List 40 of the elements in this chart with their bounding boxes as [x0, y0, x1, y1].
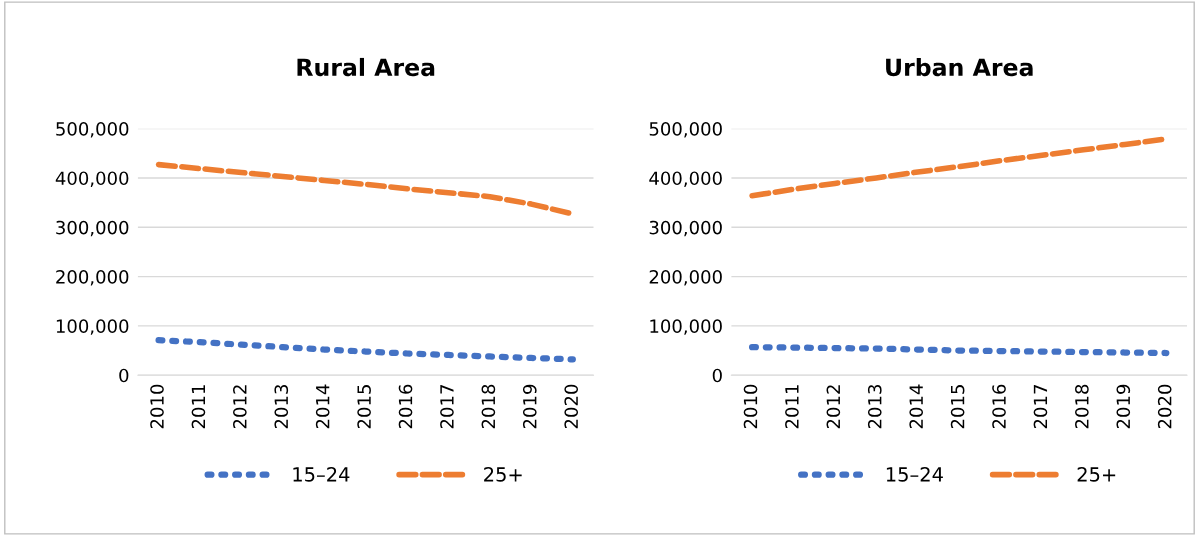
x-tick-label: 2011 [785, 385, 799, 429]
x-tick-label: 2011 [191, 385, 206, 429]
y-tick-label: 300,000 [56, 220, 129, 237]
y-tick-label: 500,000 [56, 122, 129, 138]
x-tick-label: 2015 [950, 385, 965, 429]
x-tick-label: 2020 [564, 384, 579, 429]
x-tick-label: 2020 [1157, 384, 1172, 429]
x-tick-label: 2017 [440, 385, 454, 429]
y-tick-label: 300,000 [649, 220, 722, 237]
legend-label: 15–24 [293, 467, 350, 482]
x-tick-label: 2018 [1075, 384, 1089, 429]
legend-label: 25+ [484, 467, 522, 482]
chart-title: Urban Area [886, 57, 1033, 77]
y-tick-label: 500,000 [649, 122, 722, 138]
y-tick-label: 0 [119, 368, 129, 383]
x-tick-label: 2019 [1116, 384, 1131, 429]
y-tick-label: 100,000 [650, 319, 722, 335]
legend-label: 25+ [1077, 467, 1116, 482]
x-tick-label: 2016 [992, 384, 1006, 429]
x-tick-label: 2010 [150, 384, 164, 429]
legend-label: 15–24 [886, 467, 943, 482]
x-tick-label: 2014 [909, 384, 924, 429]
x-tick-label: 2010 [743, 384, 758, 429]
x-tick-label: 2013 [867, 384, 882, 429]
x-tick-label: 2012 [826, 385, 841, 429]
x-tick-label: 2014 [315, 384, 330, 429]
x-tick-label: 2019 [522, 384, 537, 429]
chart-title: Rural Area [297, 57, 435, 77]
y-tick-label: 400,000 [649, 171, 722, 187]
x-tick-label: 2018 [481, 384, 496, 429]
y-tick-label: 0 [712, 368, 722, 383]
y-tick-label: 200,000 [649, 270, 722, 286]
x-tick-label: 2017 [1033, 385, 1048, 429]
y-tick-label: 400,000 [55, 171, 129, 187]
x-tick-label: 2013 [274, 384, 289, 429]
x-tick-label: 2016 [398, 384, 413, 429]
y-tick-label: 100,000 [56, 319, 129, 335]
y-tick-label: 200,000 [56, 270, 129, 286]
x-tick-label: 2012 [233, 385, 247, 429]
x-tick-label: 2015 [357, 385, 371, 429]
